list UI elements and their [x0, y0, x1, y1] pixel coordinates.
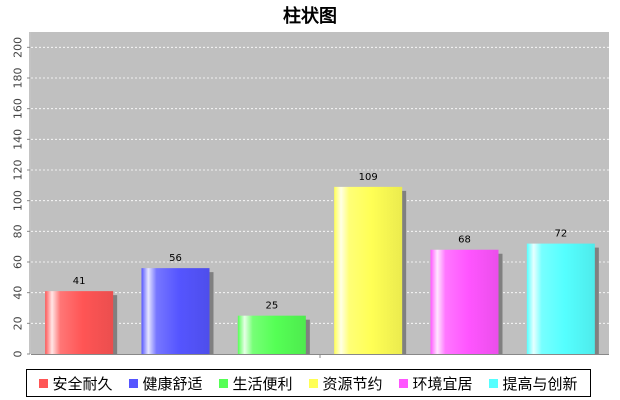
- legend-item: 资源节约: [309, 373, 383, 394]
- bar: [45, 291, 114, 354]
- legend-item: 健康舒适: [129, 373, 203, 394]
- bar: [237, 315, 306, 354]
- legend-swatch: [309, 378, 319, 388]
- y-tick-label: 0: [12, 351, 25, 358]
- legend-item: 环境宜居: [399, 373, 473, 394]
- legend-item: 生活便利: [219, 373, 293, 394]
- y-tick-label: 140: [12, 129, 25, 150]
- legend-label: 提高与创新: [502, 374, 578, 393]
- legend-label: 安全耐久: [52, 374, 113, 393]
- y-tick-label: 80: [12, 224, 25, 238]
- legend-swatch: [39, 378, 49, 388]
- legend-label: 健康舒适: [142, 374, 203, 393]
- legend-swatch: [129, 378, 139, 388]
- legend-swatch: [489, 378, 499, 388]
- plot-area: [31, 32, 609, 354]
- bar-value-label: 109: [359, 172, 378, 183]
- y-tick-label: 40: [12, 286, 25, 300]
- bars: 41 56 25 109 68 72: [45, 172, 599, 354]
- y-tick-label: 180: [12, 68, 25, 89]
- y-tick-label: 20: [12, 316, 25, 330]
- bar: [334, 186, 403, 354]
- legend-label: 生活便利: [232, 374, 293, 393]
- legend-item: 提高与创新: [489, 373, 578, 394]
- bar-chart: 0 20 40 60 80 100 120 140 160 180 200 41 56 25 109 68 7…: [12, 32, 609, 358]
- y-tick-label: 160: [12, 98, 25, 119]
- y-tick-label: 120: [12, 160, 25, 181]
- y-tick-label: 200: [12, 37, 25, 58]
- bar-value-label: 68: [458, 235, 471, 246]
- legend-swatch: [399, 378, 409, 388]
- bar: [526, 243, 595, 354]
- legend-item: 安全耐久: [39, 373, 113, 394]
- legend-label: 资源节约: [322, 374, 383, 393]
- legend-label: 环境宜居: [412, 374, 473, 393]
- bar: [430, 249, 499, 354]
- bar-value-label: 41: [73, 276, 86, 287]
- chart-title: 柱状图: [283, 6, 337, 27]
- legend: 安全耐久 健康舒适 生活便利 资源节约 环境宜居 提高与创新: [26, 369, 591, 397]
- legend-swatch: [219, 378, 229, 388]
- bar-value-label: 25: [265, 301, 278, 312]
- bar: [141, 268, 210, 354]
- y-tick-label: 60: [12, 255, 25, 269]
- bar-value-label: 72: [554, 229, 567, 240]
- gridlines: [31, 46, 609, 324]
- y-tick-label: 100: [12, 190, 25, 211]
- x-axis: [31, 354, 609, 358]
- bar-value-label: 56: [169, 253, 182, 264]
- y-axis: 0 20 40 60 80 100 120 140 160 180 200: [12, 32, 31, 358]
